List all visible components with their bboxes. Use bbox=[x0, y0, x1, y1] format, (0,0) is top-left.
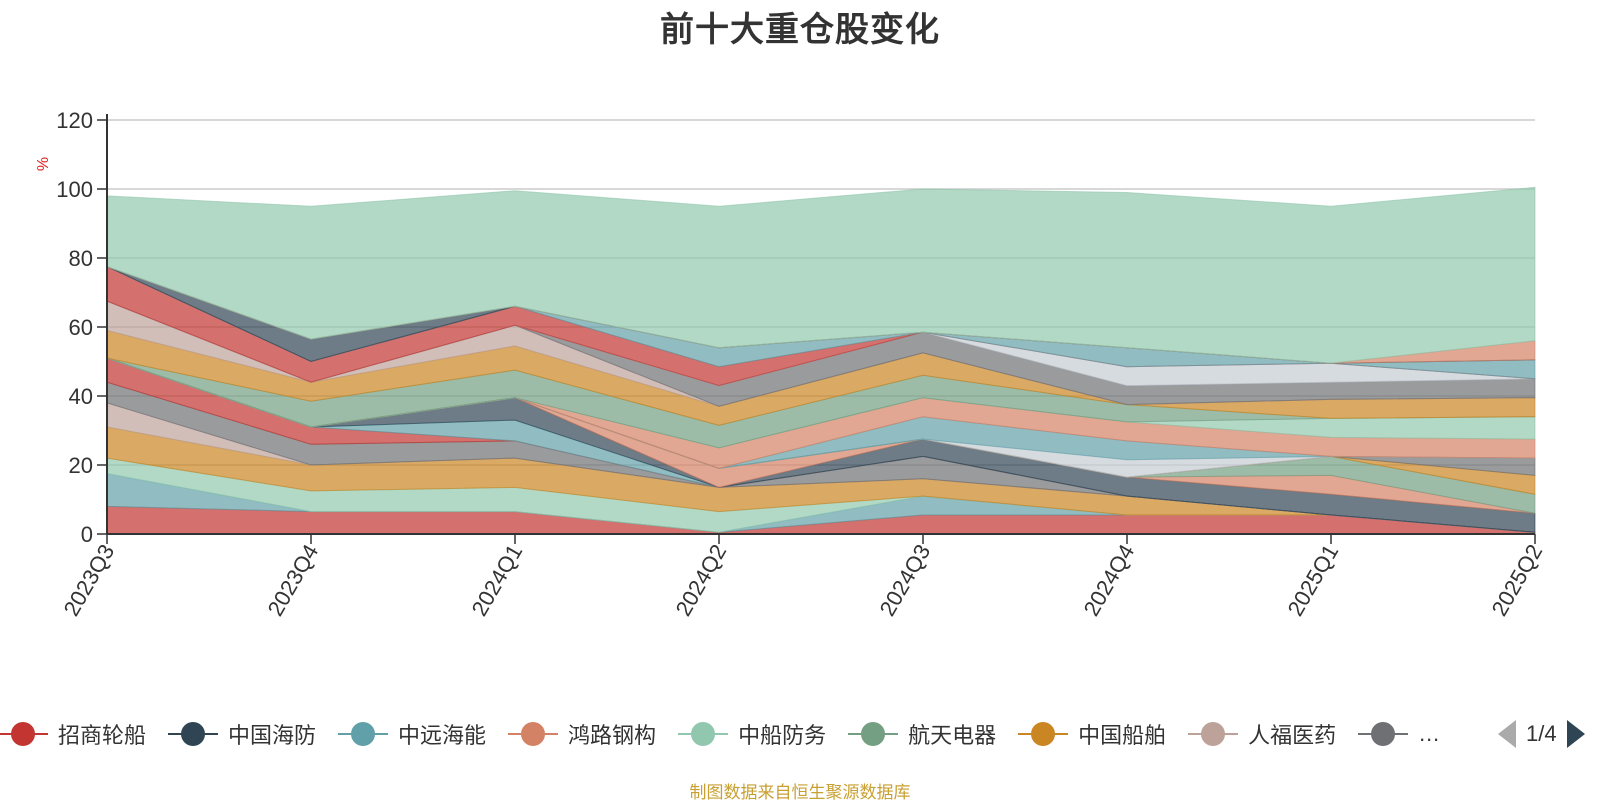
legend-marker-icon bbox=[168, 722, 219, 746]
chart-title: 前十大重仓股变化 bbox=[660, 11, 940, 49]
y-tick-label: 0 bbox=[81, 522, 93, 547]
y-tick-label: 40 bbox=[69, 384, 93, 409]
legend-item[interactable]: … bbox=[1358, 721, 1440, 747]
y-tick-label: 60 bbox=[69, 315, 93, 340]
legend-item-label: 中国船舶 bbox=[1078, 723, 1167, 748]
source-note: 制图数据来自恒生聚源数据库 bbox=[689, 783, 911, 802]
x-tick-label: 2023Q3 bbox=[59, 540, 120, 620]
x-tick-label: 2025Q2 bbox=[1487, 540, 1548, 620]
legend-item[interactable]: 中远海能 bbox=[338, 718, 486, 750]
x-tick-label: 2024Q2 bbox=[671, 540, 732, 620]
legend-item-label: 中国海防 bbox=[228, 723, 317, 748]
legend: 招商轮船 中国海防 中远海能 鸿路钢构 中船防务 航天电器 中国船舶 人福医药 … bbox=[0, 712, 1480, 756]
legend-item-label: 招商轮船 bbox=[58, 723, 147, 748]
x-tick-label: 2024Q1 bbox=[467, 540, 528, 620]
x-tick-label: 2024Q3 bbox=[875, 540, 936, 620]
legend-marker-icon bbox=[508, 722, 559, 746]
legend-marker-icon bbox=[848, 722, 899, 746]
legend-marker-icon bbox=[1188, 722, 1239, 746]
legend-marker-icon bbox=[1358, 722, 1409, 746]
legend-marker-icon bbox=[338, 722, 389, 746]
legend-item[interactable]: 人福医药 bbox=[1188, 718, 1336, 750]
legend-item[interactable]: 中国海防 bbox=[168, 718, 316, 750]
legend-item-label: 航天电器 bbox=[908, 723, 997, 748]
legend-prev-page-button[interactable] bbox=[1498, 720, 1516, 748]
legend-marker-icon bbox=[678, 722, 729, 746]
y-axis-unit-label: % bbox=[35, 157, 52, 171]
legend-next-page-button[interactable] bbox=[1566, 720, 1585, 748]
x-tick-label: 2023Q4 bbox=[263, 540, 324, 620]
legend-item-label: 中远海能 bbox=[398, 723, 487, 748]
legend-item[interactable]: 鸿路钢构 bbox=[508, 718, 656, 750]
legend-item[interactable]: 招商轮船 bbox=[0, 718, 146, 750]
x-tick-label: 2024Q4 bbox=[1079, 540, 1140, 620]
y-tick-label: 120 bbox=[56, 108, 93, 133]
legend-item[interactable]: 航天电器 bbox=[848, 718, 996, 750]
y-tick-label: 80 bbox=[69, 246, 93, 271]
legend-pager: 1/4 bbox=[1498, 712, 1600, 756]
legend-item-label: 人福医药 bbox=[1248, 723, 1337, 748]
x-tick-label: 2025Q1 bbox=[1283, 540, 1344, 620]
legend-item-label: 中船防务 bbox=[738, 723, 827, 748]
legend-item-label: 鸿路钢构 bbox=[568, 723, 657, 748]
legend-page-indicator: 1/4 bbox=[1526, 721, 1557, 746]
legend-item[interactable]: 中船防务 bbox=[678, 718, 826, 750]
area-series-27 bbox=[106, 186, 1536, 364]
y-tick-label: 20 bbox=[69, 453, 93, 478]
legend-marker-icon bbox=[0, 722, 48, 746]
legend-marker-icon bbox=[1018, 722, 1069, 746]
y-tick-label: 100 bbox=[56, 177, 93, 202]
legend-item[interactable]: 中国船舶 bbox=[1018, 718, 1166, 750]
legend-item-label: … bbox=[1418, 721, 1441, 746]
area-series bbox=[106, 186, 1536, 535]
